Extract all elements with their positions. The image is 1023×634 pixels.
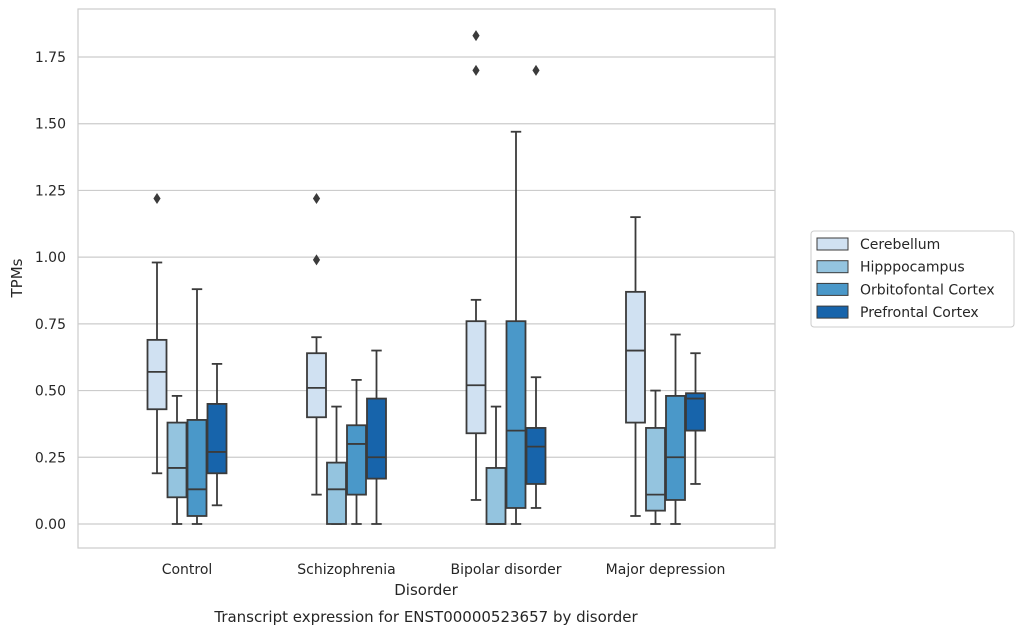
box-hipppocampus-bipolar-disorder — [485, 405, 507, 525]
box-hipppocampus-major-depression — [645, 389, 666, 525]
legend-frame — [810, 230, 1015, 328]
outlier-point — [532, 64, 540, 76]
legend-swatch — [816, 260, 849, 274]
x-tick-label: Schizophrenia — [297, 562, 395, 578]
legend-label: Prefrontal Cortex — [860, 305, 979, 321]
box-body — [146, 338, 168, 411]
x-axis-title: Disorder — [394, 581, 458, 599]
box-body — [485, 467, 507, 525]
plot-frame — [77, 8, 776, 549]
box-orbitofontal-cortex-schizophrenia — [346, 378, 367, 525]
chart-title: Transcript expression for ENST0000052365… — [213, 608, 638, 626]
box-prefrontal-cortex-schizophrenia — [366, 349, 387, 525]
y-axis-title: TPMs — [8, 258, 26, 298]
y-tick-label: 1.00 — [35, 250, 66, 266]
box-cerebellum-major-depression — [625, 216, 646, 517]
box-cerebellum-control — [146, 192, 168, 475]
y-tick-label: 0.75 — [35, 317, 66, 333]
outlier-point — [472, 64, 480, 76]
box-body — [465, 320, 487, 435]
x-tick-label: Control — [162, 562, 213, 578]
box-series — [146, 30, 706, 525]
box-body — [525, 427, 547, 485]
outlier-point — [153, 192, 161, 204]
box-prefrontal-cortex-bipolar-disorder — [525, 64, 547, 509]
box-body — [206, 403, 228, 475]
box-body — [346, 424, 367, 496]
box-body — [186, 419, 208, 517]
y-tick-label: 1.75 — [35, 50, 66, 66]
legend: Cerebellum Hipppocampus Orbitofontal Corte… — [810, 230, 1015, 328]
x-tick-label: Major depression — [606, 562, 726, 578]
y-tick-label: 1.25 — [35, 183, 66, 199]
box-body — [505, 320, 527, 509]
box-body — [685, 392, 706, 432]
box-prefrontal-cortex-major-depression — [685, 352, 706, 485]
box-prefrontal-cortex-control — [206, 362, 228, 507]
legend-swatch — [816, 237, 849, 251]
outlier-point — [312, 192, 321, 204]
outlier-point — [472, 30, 480, 42]
x-tick-label: Bipolar disorder — [450, 562, 561, 578]
box-cerebellum-schizophrenia — [306, 192, 327, 496]
y-tick-label: 1.50 — [35, 117, 66, 133]
legend-label: Cerebellum — [860, 237, 940, 253]
outlier-point — [312, 254, 321, 266]
legend-item: Hipppocampus — [816, 260, 965, 276]
box-body — [665, 395, 686, 501]
box-body — [625, 290, 646, 424]
box-hipppocampus-schizophrenia — [326, 405, 347, 525]
box-orbitofontal-cortex-bipolar-disorder — [505, 130, 527, 525]
box-orbitofontal-cortex-control — [186, 288, 208, 525]
box-body — [326, 461, 347, 525]
legend-swatch — [816, 282, 849, 296]
legend-item: Prefrontal Cortex — [816, 305, 979, 321]
y-tick-labels: 0.00 0.25 0.50 0.75 1.00 1.25 1.50 1.75 — [35, 50, 66, 533]
legend-item: Orbitofontal Cortex — [816, 282, 995, 298]
y-tick-label: 0.25 — [35, 450, 66, 466]
box-cerebellum-bipolar-disorder — [465, 30, 487, 501]
y-tick-label: 0.00 — [35, 517, 66, 533]
x-tick-labels: Control Schizophrenia Bipolar disorder Majo… — [162, 562, 726, 578]
box-hipppocampus-control — [166, 395, 188, 525]
legend-label: Orbitofontal Cortex — [860, 282, 995, 298]
y-tick-label: 0.50 — [35, 384, 66, 400]
legend-item: Cerebellum — [816, 237, 940, 253]
legend-swatch — [816, 305, 849, 319]
box-body — [166, 421, 188, 499]
box-body — [366, 397, 387, 480]
box-body — [306, 352, 327, 419]
legend-label: Hipppocampus — [860, 260, 965, 276]
box-body — [645, 427, 666, 512]
box-orbitofontal-cortex-major-depression — [665, 333, 686, 525]
